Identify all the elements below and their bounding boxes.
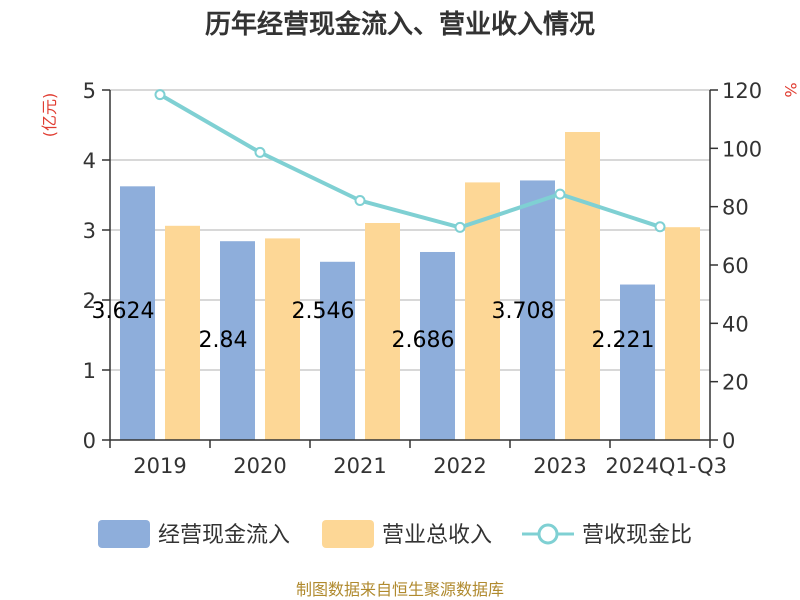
point-cash-ratio	[554, 188, 566, 200]
legend-label-cash-ratio: 营收现金比	[582, 523, 692, 548]
bar-cash-inflow	[320, 261, 355, 440]
legend-label-total-revenue: 营业总收入	[382, 523, 492, 548]
legend-swatch-cash-inflow	[98, 520, 150, 548]
legend-swatch-marker-cash-ratio	[537, 523, 559, 545]
legend: 经营现金流入 营业总收入 营收现金比	[98, 520, 692, 548]
bar-cash-inflow	[420, 251, 455, 440]
x-axis-tick-label: 2020	[233, 454, 286, 478]
legend-item-total-revenue[interactable]: 营业总收入	[322, 520, 492, 548]
left-axis-tick-label: 5	[83, 79, 96, 103]
point-cash-ratio	[154, 89, 166, 101]
x-axis-tick-label: 2023	[533, 454, 586, 478]
left-axis-tick-label: 4	[83, 149, 96, 173]
data-label-cash-inflow: 3.624	[92, 299, 155, 324]
right-axis-unit: %	[781, 82, 800, 97]
axes: 0 1 2 3 4 5 0 20 40 60 80 100 120 2019 2020 2021 2022 202…	[83, 79, 762, 478]
x-axis-tick-label: 2019	[133, 454, 186, 478]
legend-item-cash-ratio[interactable]: 营收现金比	[522, 523, 692, 548]
bar-cash-inflow	[220, 241, 255, 440]
legend-item-cash-inflow[interactable]: 经营现金流入	[98, 520, 290, 548]
bar-cash-inflow	[520, 180, 555, 440]
ratio-line	[154, 89, 666, 233]
line-cash-ratio	[158, 92, 661, 230]
data-labels: 3.624 2.84 2.546 2.686 3.708 2.221	[92, 299, 655, 353]
left-axis-tick-label: 0	[83, 429, 96, 453]
data-source: 制图数据来自恒生聚源数据库	[296, 580, 504, 599]
point-cash-ratio	[454, 221, 466, 233]
data-label-cash-inflow: 2.686	[392, 328, 455, 353]
bar-total-revenue	[165, 225, 200, 440]
left-axis-tick-label: 3	[83, 219, 96, 243]
grid	[110, 89, 710, 371]
data-label-cash-inflow: 2.84	[199, 328, 248, 353]
bar-total-revenue	[565, 132, 600, 440]
right-axis-tick-label: 60	[722, 254, 749, 278]
bar-total-revenue	[665, 227, 700, 440]
left-axis-tick-label: 1	[83, 359, 96, 383]
x-axis-tick-label: 2024Q1-Q3	[605, 454, 727, 478]
chart-title: 历年经营现金流入、营业收入情况	[205, 9, 595, 40]
point-cash-ratio	[254, 146, 266, 158]
point-cash-ratio	[354, 195, 366, 207]
bar-total-revenue	[365, 223, 400, 440]
left-axis-tick-label: 2	[83, 289, 96, 313]
bar-total-revenue	[265, 238, 300, 440]
bar-cash-inflow	[620, 284, 655, 440]
data-label-cash-inflow: 2.546	[292, 299, 355, 324]
right-axis-tick-label: 120	[722, 79, 762, 103]
right-axis-tick-label: 20	[722, 371, 749, 395]
data-label-cash-inflow: 2.221	[592, 328, 655, 353]
left-axis-unit: (亿元)	[40, 93, 59, 138]
legend-swatch-total-revenue	[322, 520, 374, 548]
legend-label-cash-inflow: 经营现金流入	[158, 523, 290, 548]
point-cash-ratio	[654, 221, 666, 233]
x-axis-tick-label: 2022	[433, 454, 486, 478]
data-label-cash-inflow: 3.708	[492, 299, 555, 324]
right-axis-tick-label: 80	[722, 196, 749, 220]
x-axis-tick-label: 2021	[333, 454, 386, 478]
right-axis-tick-label: 0	[722, 429, 735, 453]
right-axis-tick-label: 40	[722, 312, 749, 336]
bar-cash-inflow	[120, 186, 155, 440]
right-axis-tick-label: 100	[722, 137, 762, 161]
bars	[120, 132, 700, 440]
